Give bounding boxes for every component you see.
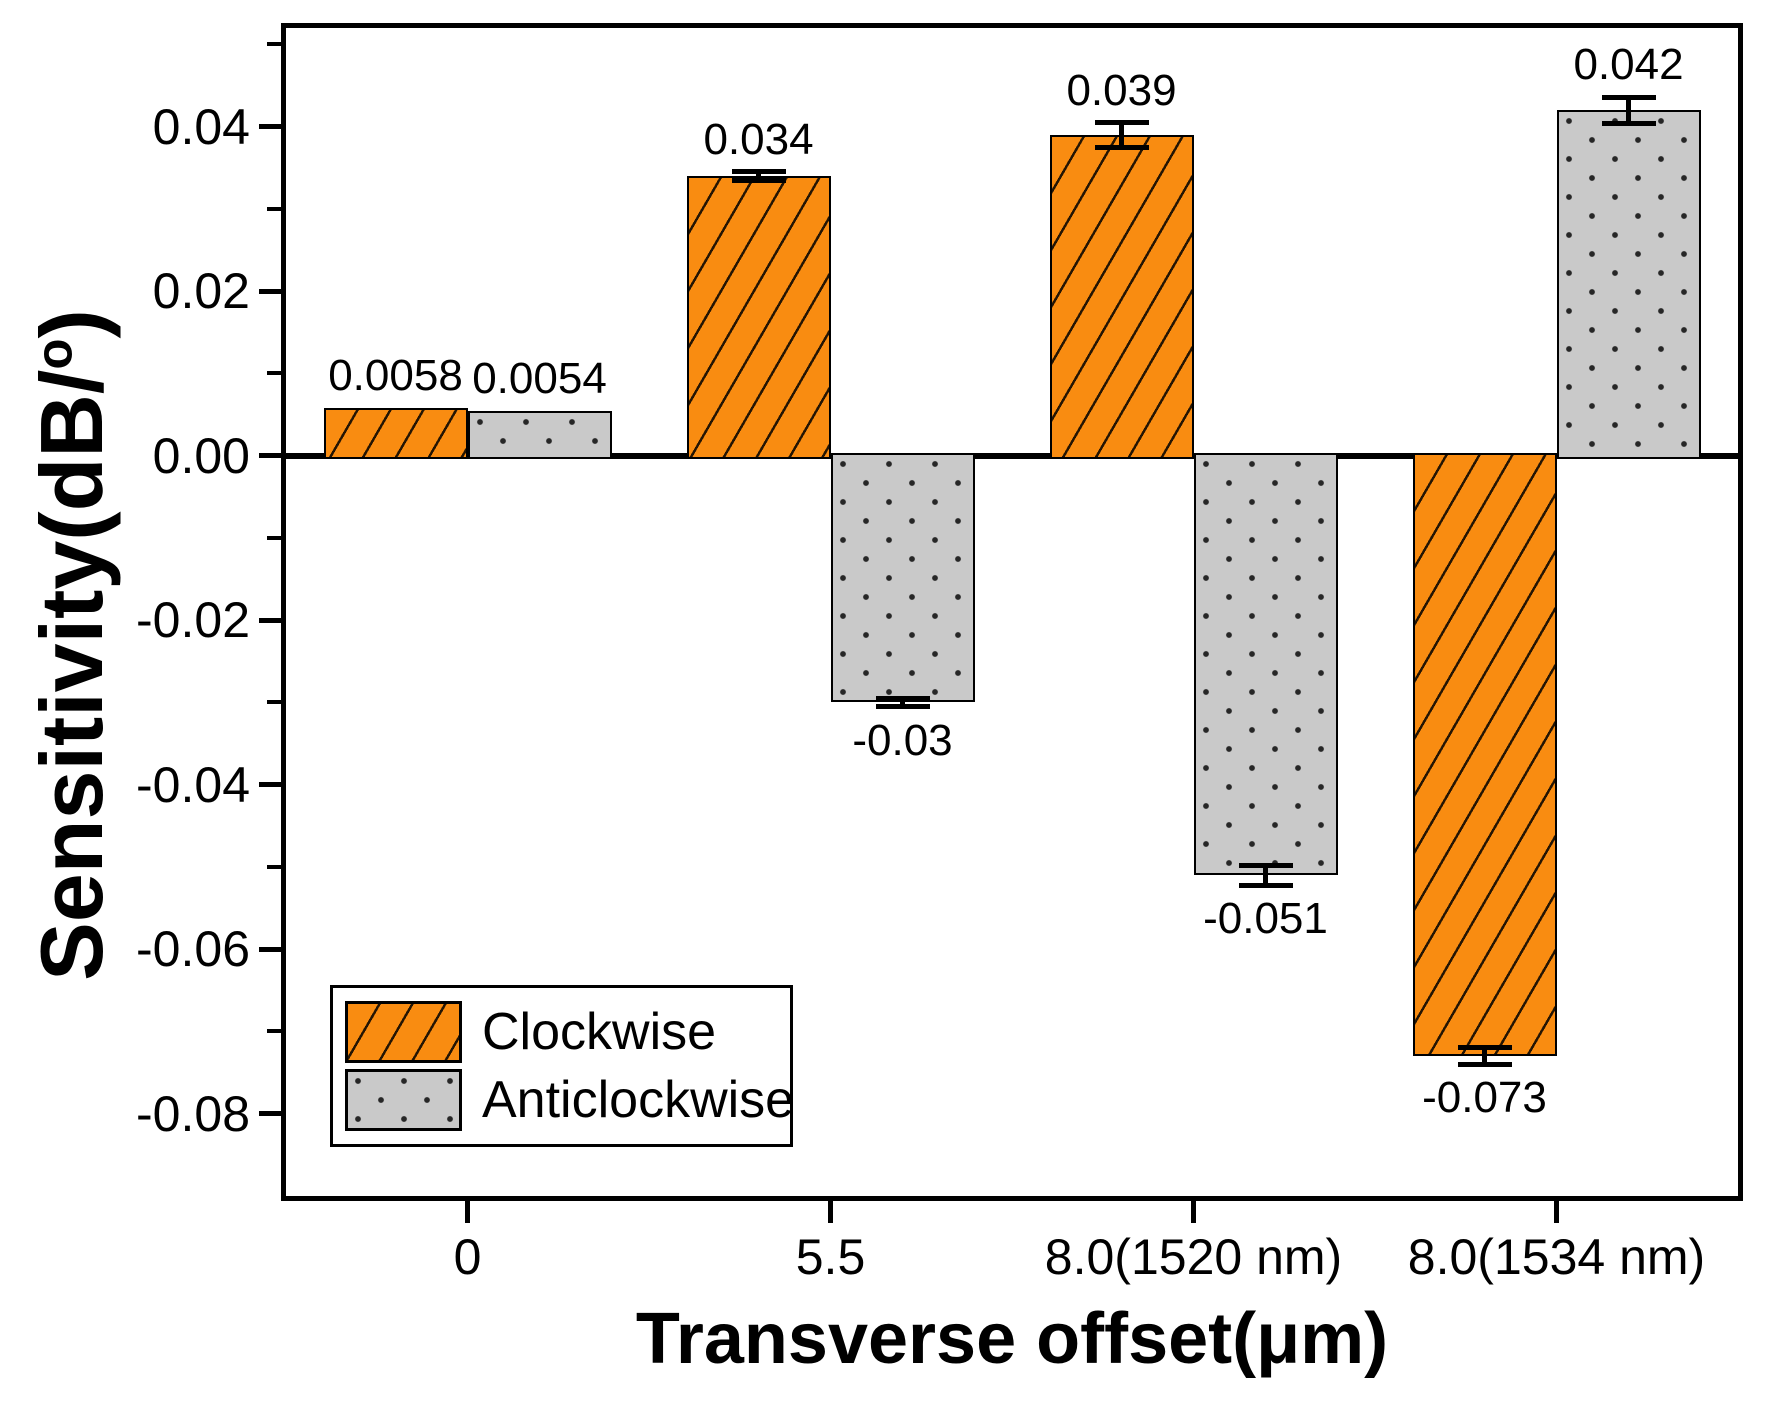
- x-tick: [1554, 1201, 1559, 1223]
- plot-frame: 0.0058 0.0054 0.034 -0.03 0.039 -0.051 -0.073 0…: [259, 23, 1743, 1223]
- legend: Clockwise Anticlockwise: [330, 985, 794, 1147]
- y-minor-tick: [267, 1029, 281, 1034]
- legend-swatch-clockwise-icon: [345, 1001, 462, 1063]
- value-label: -0.03: [852, 715, 953, 765]
- y-tick-label: -0.02: [136, 592, 250, 649]
- y-axis-title: Sensitivity(dB/o): [21, 309, 123, 981]
- x-tick: [465, 1201, 470, 1223]
- error-cap-top: [731, 169, 786, 175]
- y-tick-label: -0.04: [136, 756, 250, 813]
- x-tick-label: 0: [453, 1229, 482, 1285]
- y-major-tick: [259, 1111, 281, 1117]
- bar-anticlockwise-8.0(1534 nm): [1556, 110, 1701, 459]
- error-whisker: [1263, 865, 1268, 886]
- y-tick-label: 0.02: [152, 263, 250, 320]
- value-label: -0.073: [1422, 1073, 1547, 1123]
- legend-item-anticlockwise: Anticlockwise: [345, 1066, 794, 1134]
- bar-clockwise-8.0(1534 nm): [1412, 452, 1557, 1057]
- y-tick-label: 0.04: [152, 98, 250, 155]
- bar-clockwise-0: [323, 408, 468, 459]
- error-whisker: [900, 698, 905, 707]
- error-whisker: [1626, 97, 1631, 124]
- x-tick-label: 5.5: [795, 1229, 866, 1285]
- y-axis-title-superscript: o: [25, 338, 83, 370]
- y-major-tick: [259, 453, 281, 459]
- y-axis-title-text: Sensitivity(dB/: [22, 369, 121, 981]
- error-cap-bottom: [1238, 882, 1293, 888]
- error-whisker: [1119, 122, 1124, 148]
- error-cap-top: [1601, 94, 1656, 100]
- y-major-tick: [259, 946, 281, 952]
- y-minor-tick: [267, 700, 281, 705]
- error-cap-top: [875, 695, 930, 701]
- error-cap-top: [1457, 1045, 1512, 1051]
- bar-anticlockwise-8.0(1520 nm): [1193, 452, 1338, 876]
- bar-clockwise-5.5: [686, 176, 831, 459]
- x-tick-label: 8.0(1534 nm): [1407, 1229, 1706, 1285]
- legend-item-clockwise: Clockwise: [345, 998, 778, 1066]
- error-whisker: [756, 171, 761, 181]
- value-label: 0.0058: [328, 351, 463, 400]
- value-label: -0.051: [1203, 894, 1328, 944]
- error-cap-bottom: [1601, 120, 1656, 126]
- error-whisker: [1482, 1047, 1487, 1065]
- y-axis-title-suffix: ): [22, 309, 121, 339]
- error-cap-bottom: [731, 177, 786, 183]
- legend-label-anticlockwise: Anticlockwise: [482, 1071, 795, 1129]
- x-tick: [828, 1201, 833, 1223]
- bar-anticlockwise-5.5: [830, 452, 975, 703]
- value-label: 0.039: [1066, 65, 1177, 115]
- error-cap-bottom: [875, 704, 930, 710]
- value-label: 0.042: [1573, 40, 1684, 90]
- y-minor-tick: [267, 206, 281, 211]
- y-tick-label: -0.06: [136, 921, 250, 978]
- bar-clockwise-8.0(1520 nm): [1049, 134, 1194, 459]
- y-minor-tick: [267, 371, 281, 376]
- zero-baseline: [286, 452, 1738, 459]
- value-label: 0.034: [703, 114, 814, 164]
- legend-label-clockwise: Clockwise: [482, 1003, 717, 1061]
- y-minor-tick: [267, 42, 281, 47]
- y-major-tick: [259, 617, 281, 623]
- y-major-tick: [259, 124, 281, 130]
- x-tick: [1191, 1201, 1196, 1223]
- y-tick-label: 0.00: [152, 427, 250, 484]
- error-cap-top: [1238, 862, 1293, 868]
- error-cap-bottom: [1094, 144, 1149, 150]
- bar-anticlockwise-0: [467, 411, 612, 459]
- y-tick-label: -0.08: [136, 1085, 250, 1142]
- y-major-tick: [259, 782, 281, 788]
- value-label: 0.0054: [472, 354, 607, 404]
- y-minor-tick: [267, 864, 281, 869]
- error-cap-bottom: [1457, 1061, 1512, 1067]
- error-cap-top: [1094, 120, 1149, 126]
- y-major-tick: [259, 288, 281, 294]
- y-minor-tick: [267, 535, 281, 540]
- x-axis-title: Transverse offset(μm): [635, 1299, 1389, 1379]
- legend-swatch-anticlockwise-icon: [345, 1069, 462, 1131]
- x-tick-label: 8.0(1520 nm): [1044, 1229, 1343, 1285]
